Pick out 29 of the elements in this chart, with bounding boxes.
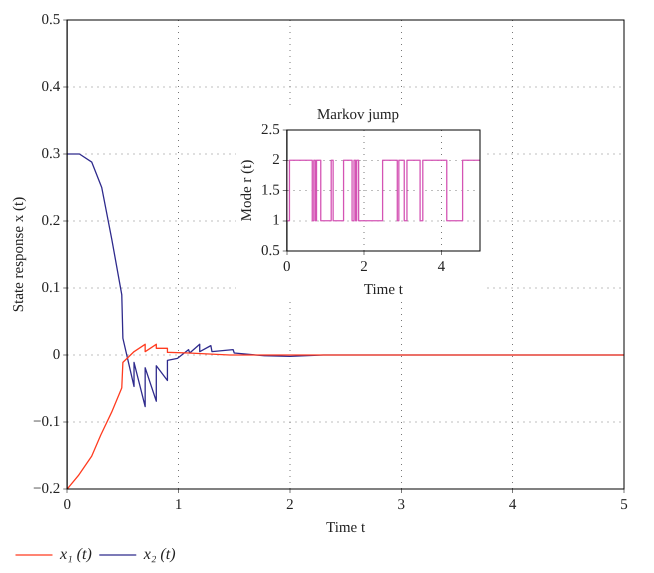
y-tick-label: 0.2	[41, 212, 60, 229]
y-tick-label: 2	[272, 152, 280, 168]
y-tick-label: 1	[272, 212, 280, 229]
y-tick-label: −0.2	[32, 480, 60, 497]
chart-title: Markov jump	[316, 106, 400, 123]
y-tick-label: 0	[52, 346, 60, 363]
x-tick-label: 0	[63, 496, 71, 513]
y-axis-title: State response x (t)	[10, 196, 27, 312]
x-axis-title: Time t	[326, 520, 366, 536]
y-tick-label: 0.3	[41, 146, 60, 162]
x-tick-label: 2	[360, 258, 368, 275]
x-tick-label: 2	[286, 496, 294, 513]
x-tick-label: 4	[508, 496, 517, 513]
y-tick-label: 0.4	[41, 78, 61, 95]
y-tick-label: 0.5	[41, 12, 60, 28]
y-axis-title: Mode r (t)	[238, 160, 255, 222]
legend-label: x₂ (t)	[142, 546, 176, 564]
y-tick-label: 0.5	[261, 242, 280, 259]
x-tick-label: 5	[620, 496, 628, 513]
y-tick-label: 0.1	[41, 280, 60, 296]
x-tick-label: 3	[398, 496, 406, 513]
y-tick-label: −0.1	[32, 414, 60, 430]
x-tick-label: 1	[174, 496, 182, 513]
y-tick-label: 2.5	[261, 122, 280, 138]
x-tick-label: 0	[283, 258, 290, 275]
legend-label: x₁ (t)	[59, 546, 92, 564]
y-tick-label: 1.5	[261, 182, 280, 198]
x-tick-label: 4	[438, 258, 446, 275]
x-axis-title: Time t	[364, 282, 404, 298]
